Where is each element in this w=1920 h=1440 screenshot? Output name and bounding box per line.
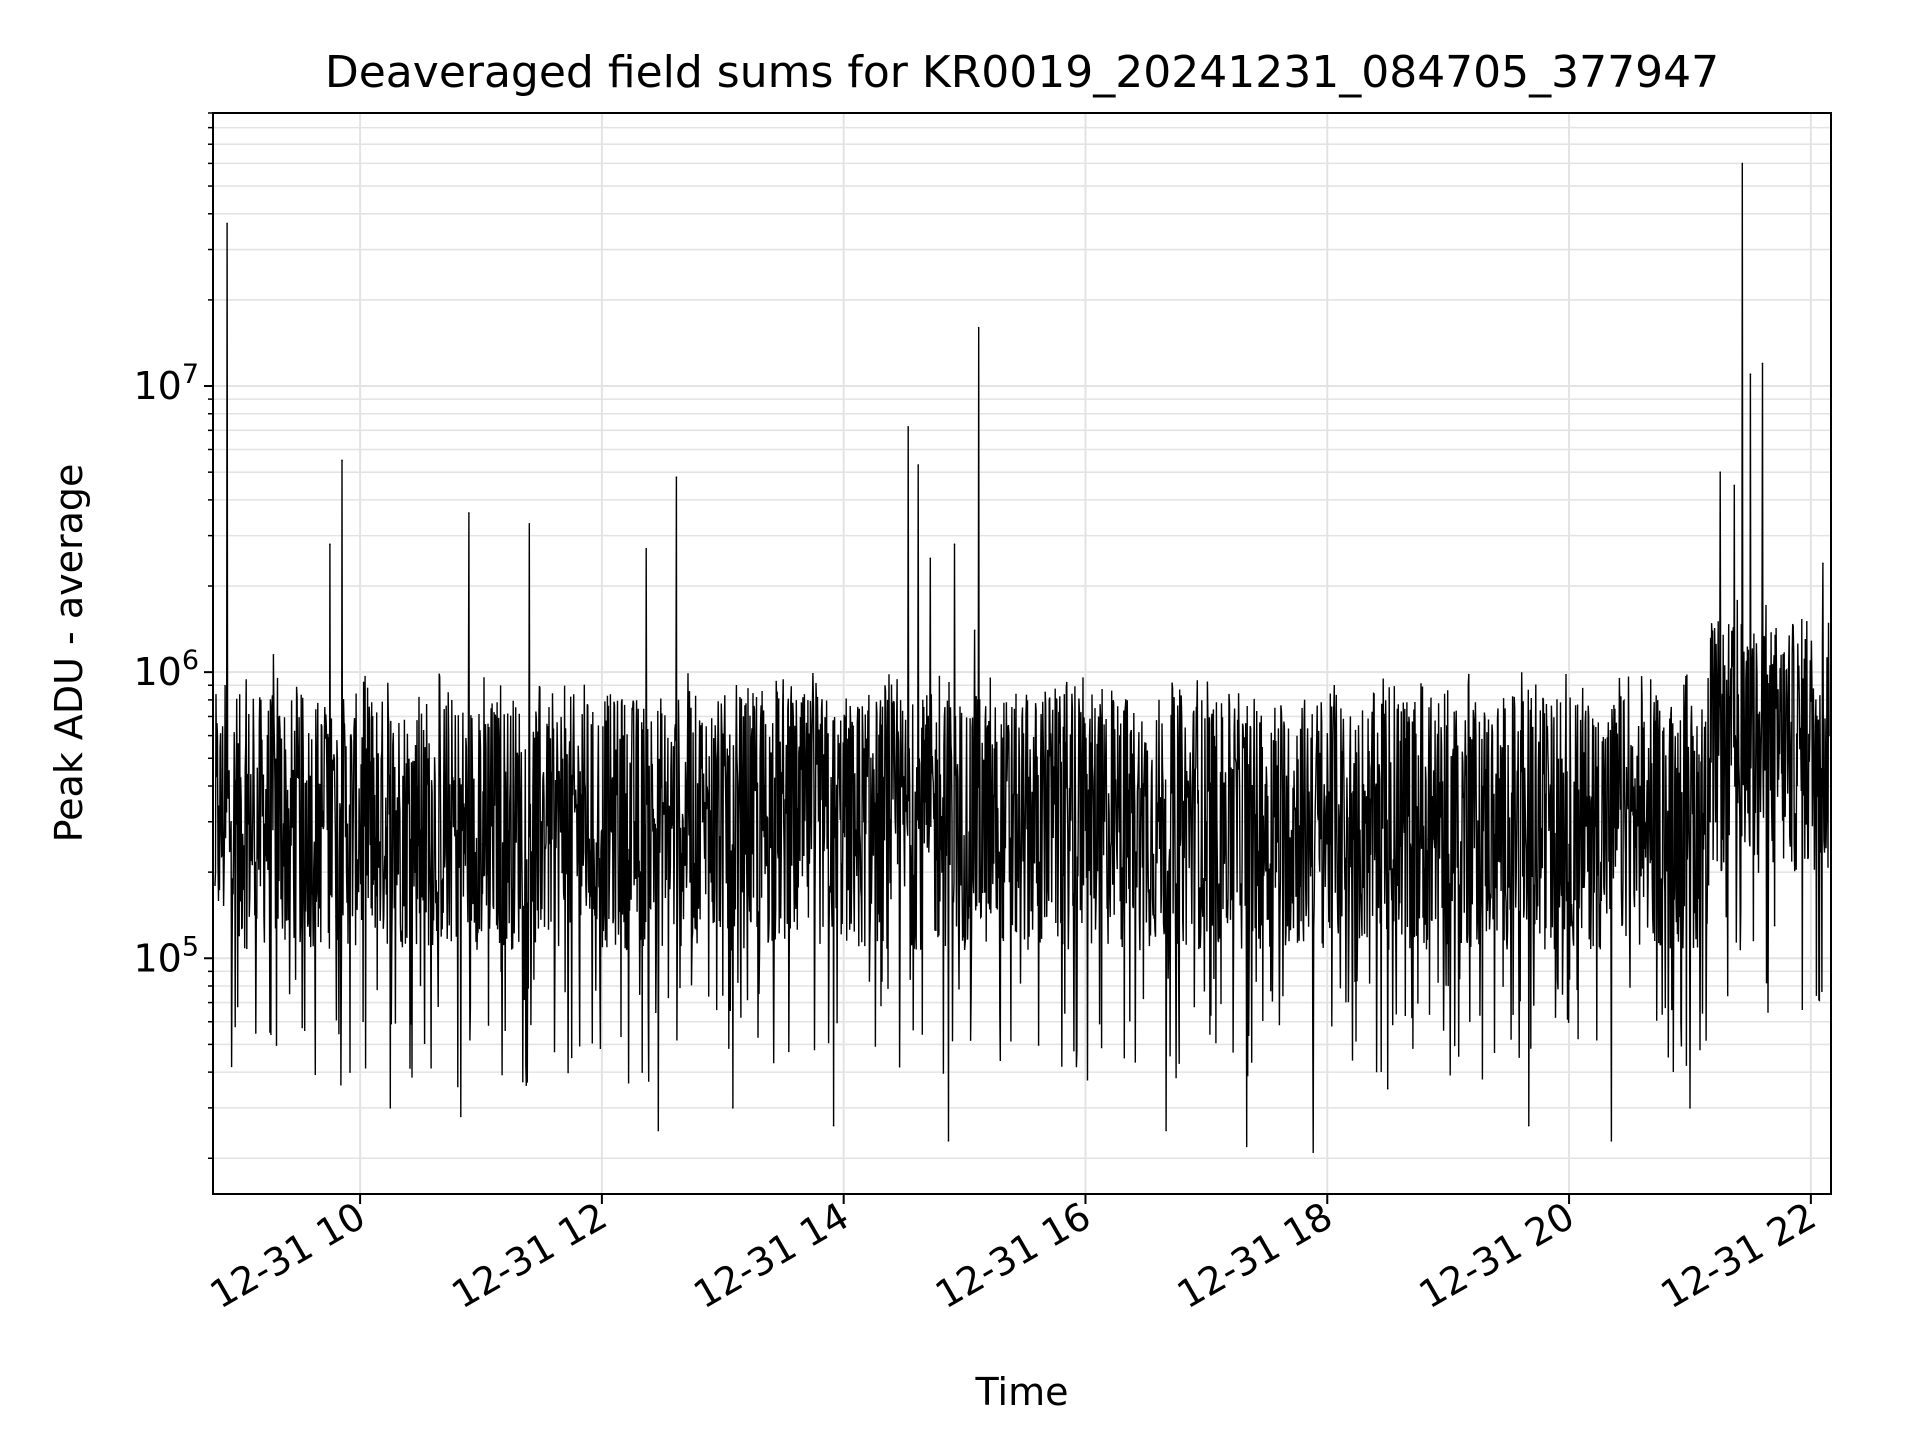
data-point [272,653,275,656]
data-point [349,1071,351,1073]
data-point [621,699,623,701]
data-point [318,907,321,909]
data-point [250,859,253,862]
data-point [1733,484,1736,487]
y-tick-label: 107 [133,359,199,408]
data-point [641,1071,643,1073]
y-axis-label: Peak ADU - average [47,464,91,843]
data-point [1828,734,1830,737]
data-point [657,1129,660,1132]
data-point [732,1107,734,1109]
data-point [480,843,482,846]
data-point [1527,1124,1530,1127]
data-point [389,1107,392,1109]
x-axis-label: Time [975,1370,1069,1414]
data-point [1467,684,1470,687]
data-point [540,820,543,823]
data-point [218,805,220,807]
data-point [298,829,301,832]
data-point [1683,684,1685,687]
data-point [832,1124,835,1127]
data-point [1548,829,1550,832]
data-point [1816,715,1818,718]
data-point [341,459,343,462]
data-point [903,838,905,841]
data-point [1312,1151,1314,1153]
data-point [601,829,603,832]
data-point [1286,820,1288,823]
series-line [214,163,1830,1153]
y-axis: 105 106 107 [133,112,213,1160]
data-point [226,222,228,225]
y-tick-label: 106 [133,645,199,694]
data-point [863,820,865,823]
data-point [335,915,337,918]
data-point [1245,1145,1248,1148]
data-point [762,829,764,832]
y-tick-label: 105 [133,931,199,980]
data-point [947,1140,950,1142]
data-point [1044,691,1046,694]
data-point [230,820,232,823]
data-point [1618,677,1621,680]
data-point [1709,820,1711,823]
data-point [1689,1107,1691,1109]
plot-frame [212,112,1832,1195]
data-point [1757,871,1760,873]
data-point [266,734,269,737]
data-point [460,1115,462,1118]
data-point [1427,838,1429,841]
data-point [953,543,956,546]
data-point [973,629,976,632]
data-point [929,557,932,560]
data-point [214,884,216,887]
data-point [439,829,442,832]
data-point [329,543,331,546]
data-point [645,547,648,550]
data-point [528,522,531,525]
data-point [500,970,502,973]
data-series [214,162,1830,1153]
data-point [792,715,795,718]
data-point [278,715,281,718]
data-point [1004,820,1006,823]
data-point [1761,362,1764,365]
data-point [675,476,678,479]
data-point [468,512,470,514]
data-point [1719,471,1721,473]
data-point [1741,162,1744,165]
data-point [1789,757,1792,760]
data-point [701,820,704,823]
data-point [1648,829,1651,832]
data-point [1610,1140,1613,1142]
data-point [1749,373,1752,375]
chart-title: Deaveraged field sums for KR0019_2024123… [325,47,1719,98]
data-point [238,934,240,937]
data-point [1822,562,1824,565]
data-point [1084,829,1087,832]
data-point [977,326,980,329]
data-point [369,843,371,846]
data-point [1165,1129,1167,1132]
data-point [409,838,412,841]
data-point [570,1056,573,1059]
data-point [907,426,909,428]
data-point [1386,1087,1389,1090]
data-point [1568,843,1570,846]
data-point [1507,843,1510,846]
data-point [1205,820,1208,823]
data-point [917,464,920,466]
data-point [1773,924,1776,927]
data-point [1608,820,1611,823]
data-point [1124,699,1127,701]
data-point [1806,620,1808,623]
data-point [1346,820,1349,823]
